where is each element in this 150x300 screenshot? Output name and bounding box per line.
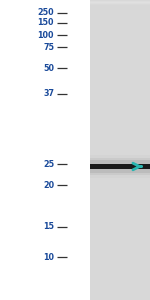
Bar: [90, 4, 150, 9]
Bar: [90, 4, 150, 9]
Bar: [90, 2, 150, 7]
Bar: [90, 2, 150, 8]
Bar: [90, 5, 150, 10]
Text: 50: 50: [43, 64, 54, 73]
Bar: [90, 1, 150, 6]
Bar: [90, 4, 150, 10]
Text: 25: 25: [43, 160, 54, 169]
Bar: [90, 1, 150, 6]
Bar: [90, 1, 150, 6]
Bar: [90, 2, 150, 7]
Bar: [90, 155, 150, 178]
Bar: [90, 5, 150, 10]
Bar: [90, 2, 150, 7]
Bar: [90, 3, 150, 8]
Bar: [90, 0, 150, 5]
Bar: [90, 3, 150, 8]
Bar: [90, 1, 150, 6]
Text: 10: 10: [43, 253, 54, 262]
Bar: [90, 3, 150, 8]
Bar: [90, 1, 150, 6]
Bar: [90, 164, 150, 169]
Bar: [90, 2, 150, 7]
Bar: [90, 5, 150, 10]
Bar: [90, 0, 150, 300]
Bar: [90, 0, 150, 5]
Bar: [90, 5, 150, 10]
Bar: [90, 160, 150, 173]
Bar: [90, 2, 150, 7]
Bar: [90, 2, 150, 7]
Bar: [90, 4, 150, 9]
Bar: [90, 4, 150, 9]
Bar: [90, 3, 150, 8]
Bar: [90, 3, 150, 8]
Bar: [90, 2, 150, 8]
Bar: [90, 3, 150, 8]
Bar: [90, 158, 150, 175]
Bar: [90, 3, 150, 8]
Text: 15: 15: [43, 222, 54, 231]
Bar: [90, 0, 150, 5]
Bar: [90, 2, 150, 7]
Bar: [90, 2, 150, 7]
Bar: [90, 4, 150, 9]
Bar: [90, 2, 150, 7]
Bar: [90, 4, 150, 9]
Bar: [90, 3, 150, 8]
Bar: [90, 1, 150, 6]
Bar: [90, 4, 150, 9]
Bar: [90, 2, 150, 7]
Bar: [90, 1, 150, 6]
Bar: [90, 0, 150, 5]
Bar: [90, 3, 150, 8]
Bar: [90, 3, 150, 8]
Text: 37: 37: [43, 89, 54, 98]
Bar: [90, 4, 150, 9]
Bar: [90, 1, 150, 5]
Text: 100: 100: [38, 31, 54, 40]
Bar: [90, 4, 150, 9]
Bar: [90, 2, 150, 7]
Bar: [90, 2, 150, 6]
Bar: [90, 1, 150, 6]
Text: 20: 20: [43, 181, 54, 190]
Bar: [90, 1, 150, 6]
Bar: [90, 4, 150, 10]
Bar: [90, 4, 150, 8]
Bar: [90, 1, 150, 6]
Bar: [90, 4, 150, 9]
Text: 250: 250: [37, 8, 54, 17]
Text: 150: 150: [38, 18, 54, 27]
Text: 75: 75: [43, 43, 54, 52]
Bar: [90, 0, 150, 5]
Bar: [90, 3, 150, 8]
Bar: [90, 4, 150, 9]
Bar: [90, 0, 150, 5]
